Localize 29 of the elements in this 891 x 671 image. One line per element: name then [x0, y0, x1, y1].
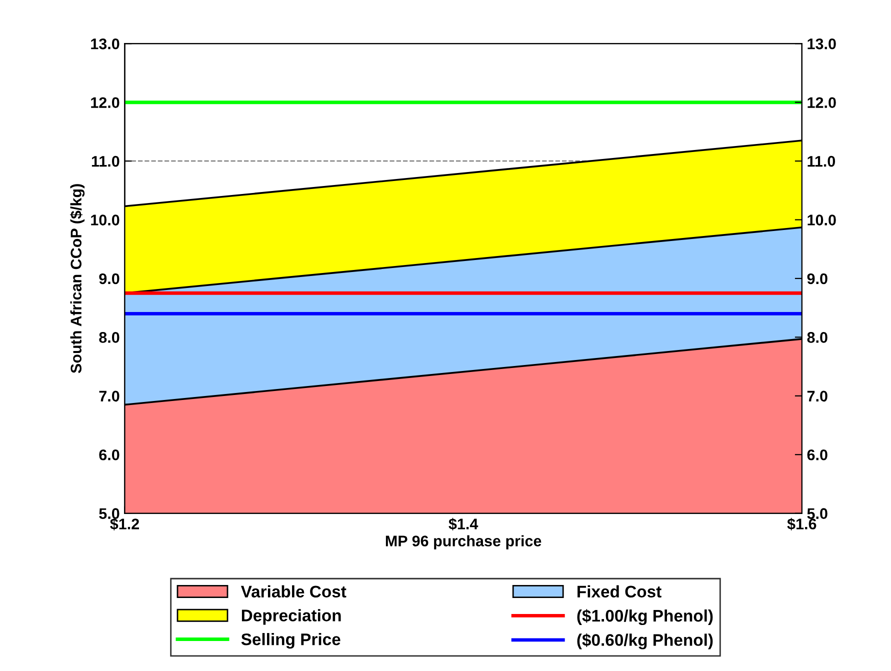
y2-tick-label: 9.0 — [807, 273, 828, 284]
y2-tick-label: 8.0 — [807, 332, 828, 343]
y-tick-label: 10.0 — [91, 214, 120, 226]
y2-tick-label: 7.0 — [807, 390, 828, 402]
legend-label: Fixed Cost — [578, 585, 662, 598]
legend-label: Selling Price — [241, 633, 340, 649]
y2-tick-label: 6.0 — [807, 449, 828, 460]
y-tick-label: 5.0 — [99, 508, 120, 519]
x-axis-title: MP 96 purchase price — [386, 535, 542, 550]
y2-tick-label: 12.0 — [808, 97, 836, 108]
x-tick-label: $1.6 — [787, 518, 816, 530]
legend-label: ($1.00/kg Phenol) — [577, 609, 713, 626]
y-tick-label: 11.0 — [92, 156, 120, 167]
x-tick-label: $1.4 — [448, 518, 478, 530]
legend-label: ($0.60/kg Phenol) — [577, 633, 713, 650]
x-tick-label: $1.2 — [110, 518, 139, 530]
y-tick-label: 9.0 — [99, 273, 120, 284]
y-axis-title: South African CCoP ($/kg) — [70, 184, 85, 374]
y2-tick-label: 5.0 — [807, 508, 828, 519]
y2-tick-label: 13.0 — [808, 38, 836, 50]
legend-label: Depreciation — [242, 609, 341, 625]
legend-label: Variable Cost — [240, 585, 346, 598]
y-tick-label: 13.0 — [91, 38, 120, 50]
y2-tick-label: 11.0 — [808, 156, 836, 167]
y-tick-label: 7.0 — [99, 390, 120, 402]
y-tick-label: 8.0 — [99, 332, 120, 343]
y-tick-label: 6.0 — [99, 449, 120, 460]
y2-tick-label: 10.0 — [808, 214, 836, 226]
y-tick-label: 12.0 — [91, 97, 120, 108]
